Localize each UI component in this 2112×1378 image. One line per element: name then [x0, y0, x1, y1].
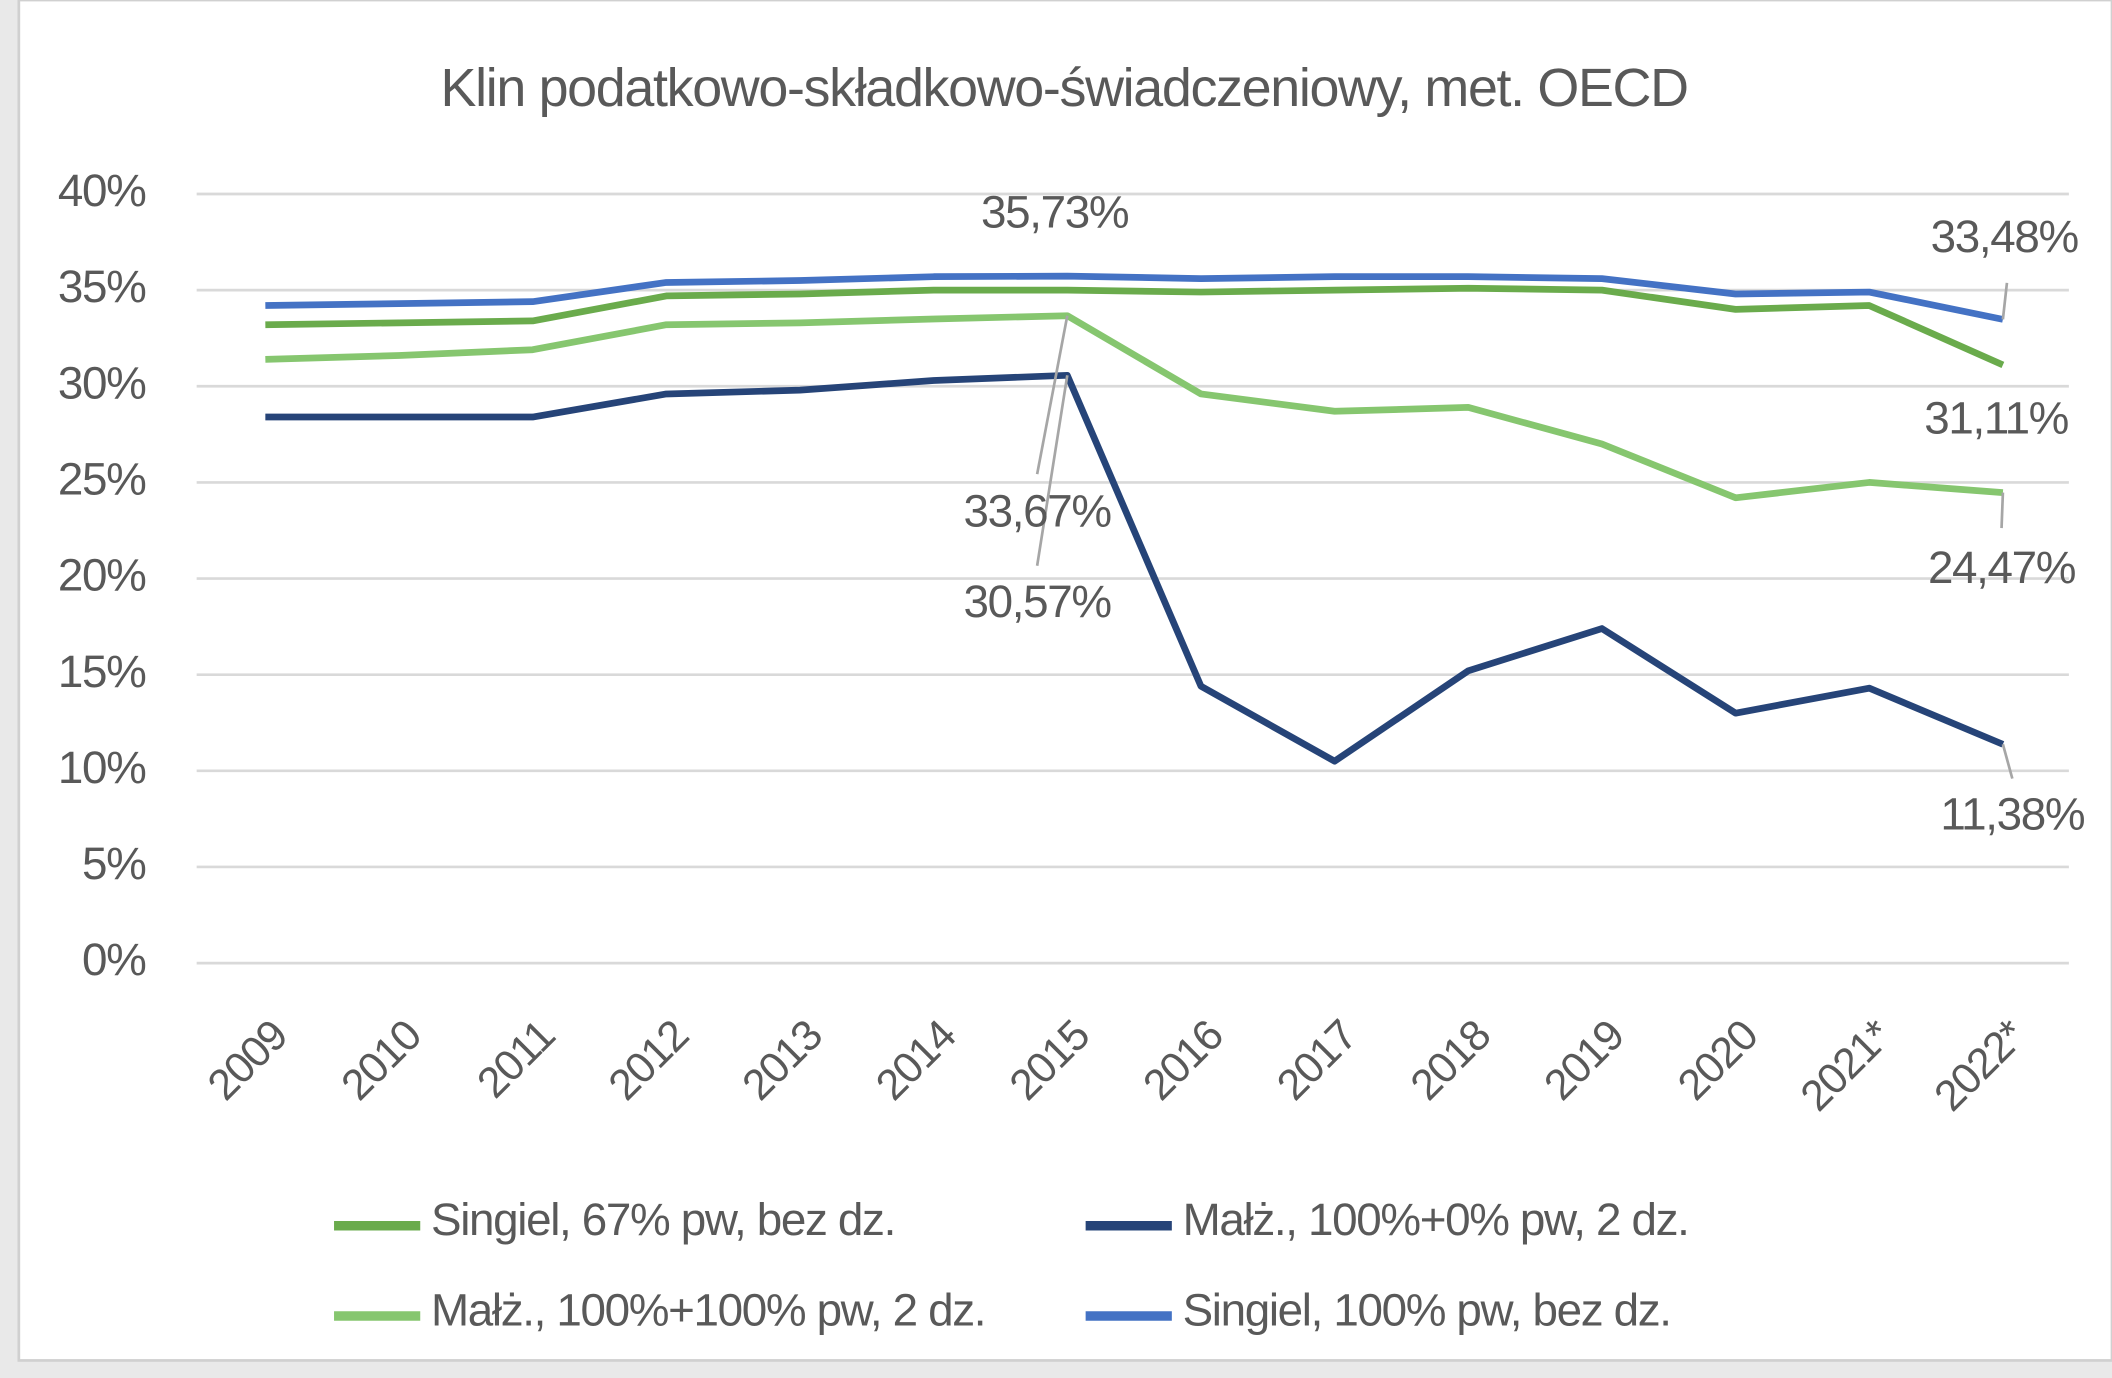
y-tick-label: 35% — [58, 261, 146, 312]
series-line — [265, 312, 2004, 502]
leader-line — [2001, 743, 2014, 779]
y-tick-label: 10% — [58, 742, 146, 793]
y-tick-label: 40% — [58, 165, 146, 216]
leader-line — [2000, 492, 2005, 529]
data-label: 11,38% — [1940, 789, 2084, 840]
data-label: 35,73% — [981, 187, 1129, 238]
data-label: 33,48% — [1931, 211, 2079, 262]
y-tick-label: 0% — [82, 934, 146, 985]
y-tick-label: 25% — [58, 454, 146, 505]
y-tick-label: 30% — [58, 357, 146, 408]
chart-area — [17, 0, 2112, 1362]
series-line — [265, 272, 2004, 323]
series-line — [265, 371, 2005, 765]
y-tick-label: 20% — [58, 550, 146, 601]
data-label: 24,47% — [1928, 542, 2076, 593]
y-tick-label: 15% — [58, 646, 146, 697]
y-tick-label: 5% — [82, 838, 146, 889]
data-label: 31,11% — [1924, 393, 2068, 444]
chart-title: Klin podatkowo-składkowo-świadczeniowy, … — [441, 58, 1688, 118]
leader-line — [1035, 375, 1069, 566]
legend-label: Singiel, 100% pw, bez dz. — [1183, 1284, 1671, 1335]
leader-line — [2001, 282, 2009, 320]
data-label: 33,67% — [964, 486, 1112, 537]
legend-label: Małż., 100%+0% pw, 2 dz. — [1183, 1194, 1689, 1245]
legend-label: Singiel, 67% pw, bez dz. — [431, 1194, 895, 1245]
series-line — [265, 284, 2005, 369]
data-label: 30,57% — [964, 576, 1112, 627]
legend-label: Małż., 100%+100% pw, 2 dz. — [431, 1284, 985, 1335]
leader-line — [1035, 315, 1069, 475]
